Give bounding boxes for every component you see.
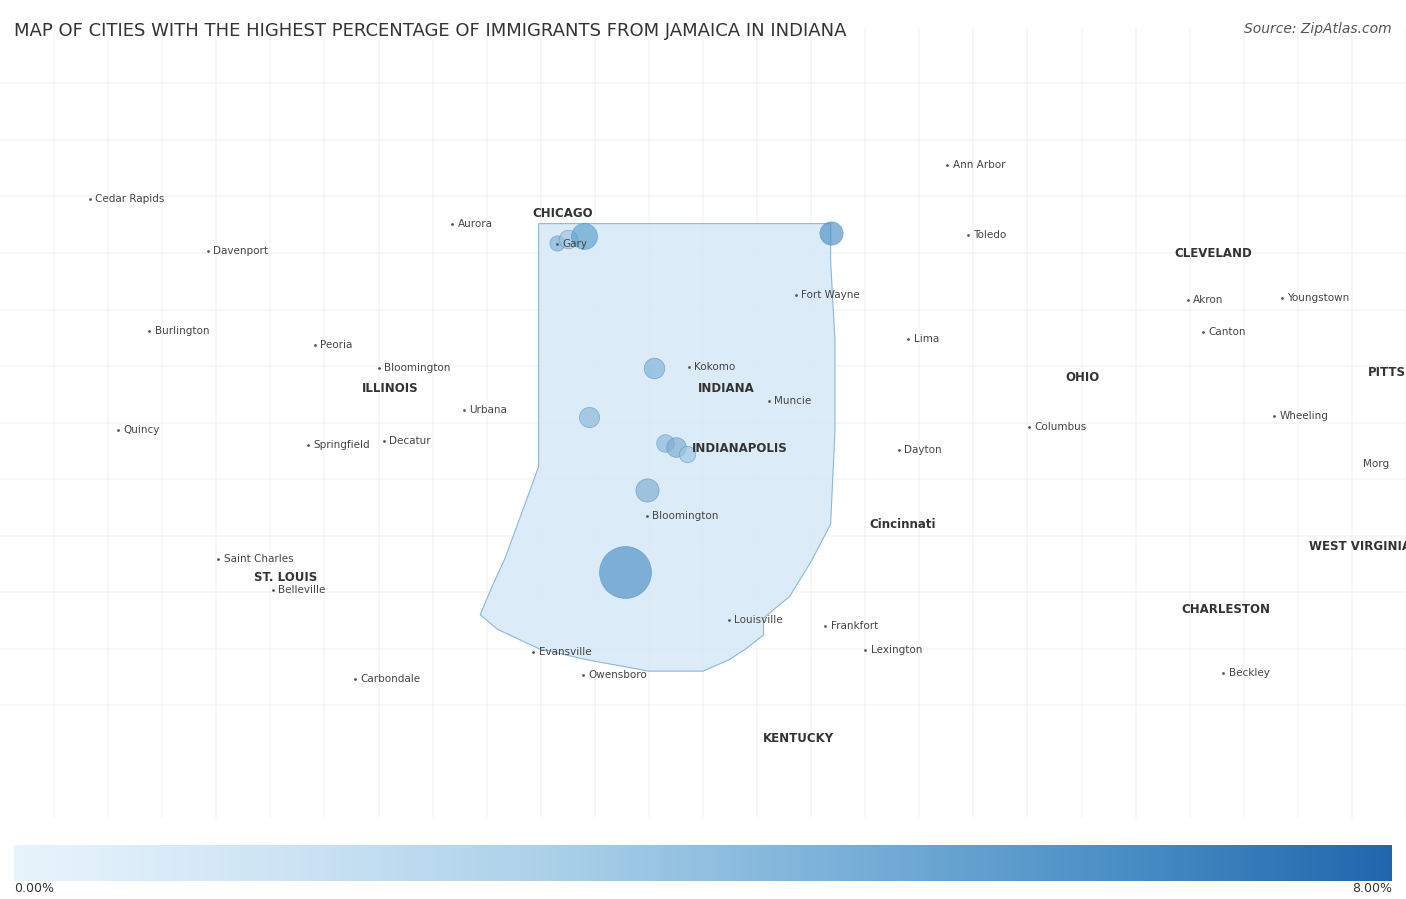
Point (643, 361, 665, 376)
Text: Dayton: Dayton (904, 445, 942, 455)
Text: INDIANAPOLIS: INDIANAPOLIS (692, 442, 787, 455)
Text: Toledo: Toledo (973, 230, 1007, 240)
Text: CHICAGO: CHICAGO (531, 207, 593, 220)
Text: Decatur: Decatur (389, 436, 432, 446)
Point (572, 229, 595, 244)
Point (820, 226, 842, 240)
Text: OHIO: OHIO (1066, 370, 1099, 384)
Polygon shape (481, 224, 835, 672)
Text: Davenport: Davenport (214, 245, 269, 255)
Text: WEST VIRGINIA: WEST VIRGINIA (1309, 540, 1406, 554)
Text: Springfield: Springfield (314, 441, 370, 450)
Text: Frankfort: Frankfort (831, 621, 877, 631)
Text: Evansville: Evansville (538, 647, 592, 657)
Text: Urbana: Urbana (470, 405, 508, 415)
Text: Source: ZipAtlas.com: Source: ZipAtlas.com (1244, 22, 1392, 37)
Text: Morg: Morg (1362, 459, 1389, 469)
Text: Louisville: Louisville (734, 615, 783, 626)
Text: Ann Arbor: Ann Arbor (953, 160, 1005, 170)
Point (665, 441, 688, 455)
Text: Lexington: Lexington (870, 645, 922, 654)
Text: Aurora: Aurora (457, 218, 492, 228)
Text: Saint Charles: Saint Charles (224, 555, 294, 565)
Text: CHARLESTON: CHARLESTON (1181, 602, 1270, 616)
Text: Gary: Gary (562, 239, 588, 249)
Text: Akron: Akron (1192, 296, 1223, 306)
Text: Fort Wayne: Fort Wayne (801, 289, 860, 300)
Point (557, 232, 579, 246)
Text: Muncie: Muncie (775, 396, 811, 406)
Text: Youngstown: Youngstown (1286, 293, 1350, 303)
Text: 0.00%: 0.00% (14, 882, 53, 895)
Text: MAP OF CITIES WITH THE HIGHEST PERCENTAGE OF IMMIGRANTS FROM JAMAICA IN INDIANA: MAP OF CITIES WITH THE HIGHEST PERCENTAG… (14, 22, 846, 40)
Text: ILLINOIS: ILLINOIS (363, 382, 419, 396)
Text: Bloomington: Bloomington (384, 363, 450, 373)
Text: Kokomo: Kokomo (695, 362, 735, 372)
Text: Burlington: Burlington (155, 326, 209, 336)
Point (614, 565, 637, 579)
Text: Carbondale: Carbondale (360, 674, 420, 684)
Text: Columbus: Columbus (1033, 422, 1087, 432)
Text: Peoria: Peoria (321, 340, 353, 350)
Text: PITTSB: PITTSB (1368, 366, 1406, 379)
Text: 8.00%: 8.00% (1353, 882, 1392, 895)
Text: Lima: Lima (914, 334, 939, 344)
Text: Bloomington: Bloomington (652, 512, 718, 521)
Text: Canton: Canton (1208, 327, 1246, 337)
Text: CLEVELAND: CLEVELAND (1174, 246, 1253, 260)
Point (636, 483, 658, 497)
Point (675, 447, 697, 461)
Text: Owensboro: Owensboro (588, 670, 647, 680)
Text: Cincinnati: Cincinnati (869, 518, 936, 530)
Text: KENTUCKY: KENTUCKY (762, 733, 834, 745)
Text: Belleville: Belleville (278, 584, 325, 595)
Text: Beckley: Beckley (1229, 669, 1270, 679)
Text: ST. LOUIS: ST. LOUIS (254, 571, 318, 583)
Text: Quincy: Quincy (124, 425, 160, 435)
Text: Cedar Rapids: Cedar Rapids (96, 194, 165, 204)
Point (654, 436, 676, 450)
Point (546, 236, 568, 250)
Point (578, 410, 600, 424)
Text: Wheeling: Wheeling (1279, 411, 1329, 421)
Text: INDIANA: INDIANA (697, 382, 755, 396)
